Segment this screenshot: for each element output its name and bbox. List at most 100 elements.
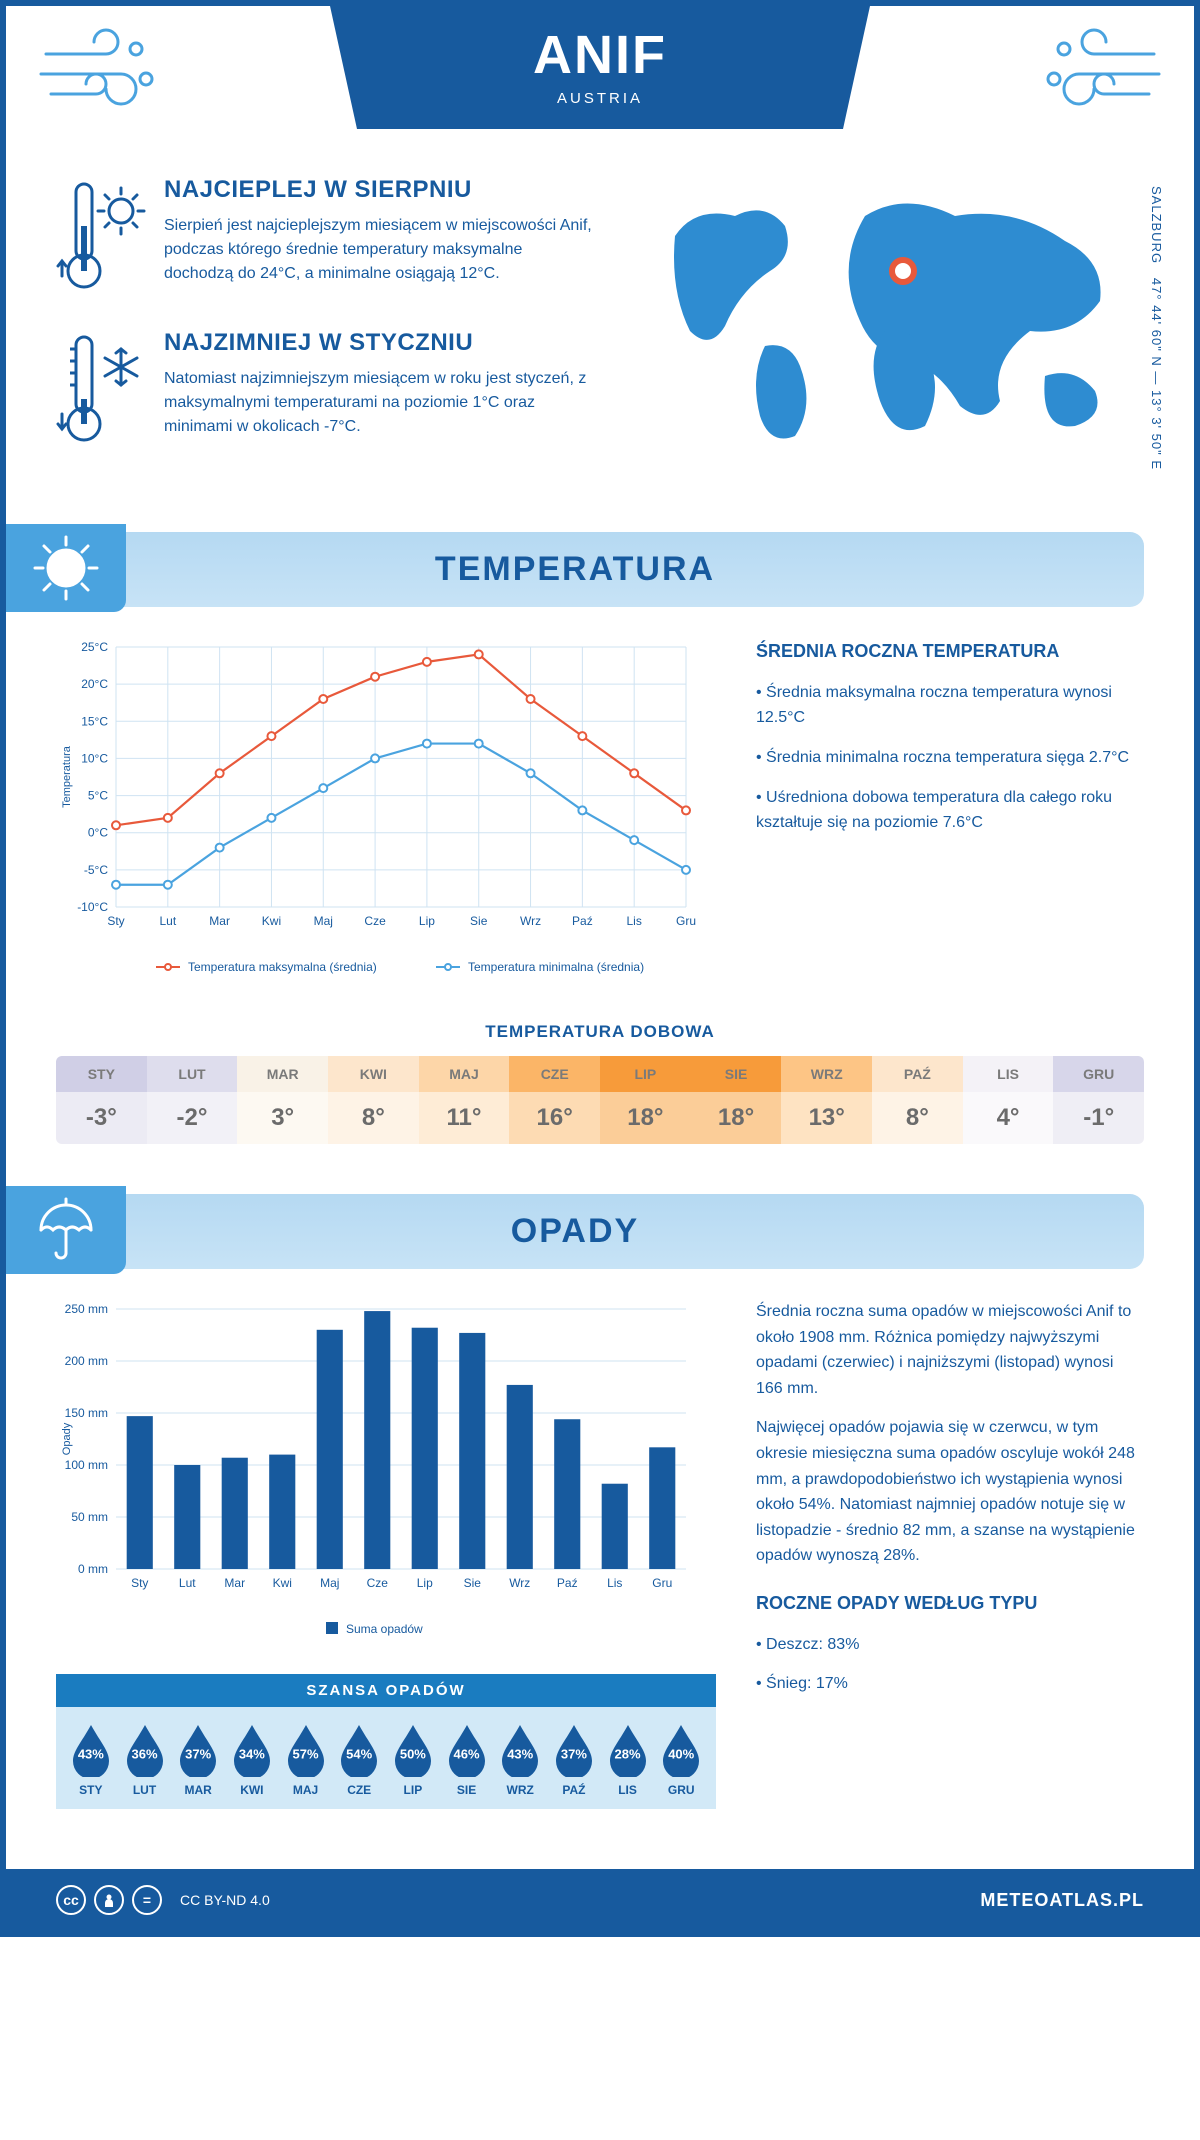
svg-text:Sty: Sty [107,914,124,928]
svg-text:0 mm: 0 mm [78,1562,108,1576]
chance-cell: 43%STY [64,1723,118,1797]
chance-cell: 54%CZE [332,1723,386,1797]
drop-icon: 54% [337,1723,381,1777]
svg-text:Lip: Lip [419,914,435,928]
daily-temp-cell: MAJ11° [419,1056,510,1144]
svg-text:Wrz: Wrz [509,1576,530,1590]
chance-cell: 37%PAŹ [547,1723,601,1797]
svg-text:Gru: Gru [676,914,696,928]
svg-text:Lis: Lis [607,1576,622,1590]
chance-cell: 57%MAJ [279,1723,333,1797]
drop-icon: 43% [498,1723,542,1777]
svg-text:Sie: Sie [464,1576,482,1590]
cc-icon: cc [56,1885,86,1915]
daily-temp-cell: LIP18° [600,1056,691,1144]
temperature-content: -10°C-5°C0°C5°C10°C15°C20°C25°CStyLutMar… [6,637,1194,1022]
svg-text:Cze: Cze [364,914,386,928]
svg-text:Suma opadów: Suma opadów [346,1622,423,1636]
temperature-summary: ŚREDNIA ROCZNA TEMPERATURA • Średnia mak… [756,637,1144,992]
intro: NAJCIEPLEJ W SIERPNIU Sierpień jest najc… [6,156,1194,512]
svg-text:-10°C: -10°C [77,900,108,914]
svg-text:-5°C: -5°C [84,863,108,877]
world-map-icon [626,176,1144,456]
wind-icon-right [1034,24,1164,114]
region-label: SALZBURG [1149,186,1164,264]
chance-cell: 40%GRU [654,1723,708,1797]
coords-label: 47° 44' 60" N — 13° 3' 50" E [1149,278,1164,470]
precipitation-chart-col: 0 mm50 mm100 mm150 mm200 mm250 mmStyLutM… [56,1299,716,1809]
svg-text:5°C: 5°C [88,789,108,803]
license: cc = CC BY-ND 4.0 [56,1885,270,1915]
temp-bullet-1: • Średnia minimalna roczna temperatura s… [756,745,1144,771]
svg-text:Temperatura minimalna (średnia: Temperatura minimalna (średnia) [468,960,644,974]
temp-bullet-0: • Średnia maksymalna roczna temperatura … [756,680,1144,731]
site-name: METEOATLAS.PL [980,1890,1144,1911]
drop-icon: 36% [123,1723,167,1777]
footer: cc = CC BY-ND 4.0 METEOATLAS.PL [6,1869,1194,1931]
svg-text:Temperatura maksymalna (średni: Temperatura maksymalna (średnia) [188,960,377,974]
daily-temp-cell: LIS4° [963,1056,1054,1144]
svg-text:Temperatura: Temperatura [61,745,73,808]
svg-text:Opady: Opady [61,1422,73,1455]
daily-temp-cell: KWI8° [328,1056,419,1144]
wind-icon-left [36,24,166,114]
drop-icon: 46% [445,1723,489,1777]
svg-text:15°C: 15°C [81,714,108,728]
title-banner: ANIF AUSTRIA [330,6,870,129]
fact-warmest: NAJCIEPLEJ W SIERPNIU Sierpień jest najc… [56,176,596,301]
svg-text:Mar: Mar [209,914,230,928]
chance-cell: 37%MAR [171,1723,225,1797]
svg-text:20°C: 20°C [81,677,108,691]
chance-cell: 36%LUT [118,1723,172,1797]
svg-text:Cze: Cze [367,1576,389,1590]
daily-temp-cell: PAŹ8° [872,1056,963,1144]
daily-temp-cell: WRZ13° [781,1056,872,1144]
section-title-temperature: TEMPERATURA [6,550,1144,589]
svg-text:Lis: Lis [627,914,642,928]
precip-type-0: • Deszcz: 83% [756,1632,1144,1658]
svg-text:Sie: Sie [470,914,488,928]
fact-coldest: NAJZIMNIEJ W STYCZNIU Natomiast najzimni… [56,329,596,454]
svg-text:150 mm: 150 mm [65,1406,108,1420]
by-icon [94,1885,124,1915]
chance-cell: 34%KWI [225,1723,279,1797]
drop-icon: 28% [606,1723,650,1777]
section-banner-temperature: TEMPERATURA [6,532,1144,607]
daily-temp-cell: MAR3° [237,1056,328,1144]
chance-cell: 50%LIP [386,1723,440,1797]
svg-text:250 mm: 250 mm [65,1302,108,1316]
svg-text:Lip: Lip [417,1576,433,1590]
svg-text:0°C: 0°C [88,826,108,840]
coordinates: SALZBURG 47° 44' 60" N — 13° 3' 50" E [1149,186,1164,470]
section-title-precipitation: OPADY [6,1212,1144,1251]
precip-types-title: ROCZNE OPADY WEDŁUG TYPU [756,1589,1144,1618]
umbrella-icon [6,1186,126,1274]
chance-title: SZANSA OPADÓW [56,1674,716,1707]
svg-text:Kwi: Kwi [273,1576,292,1590]
svg-text:100 mm: 100 mm [65,1458,108,1472]
daily-temp-cell: CZE16° [509,1056,600,1144]
intro-facts: NAJCIEPLEJ W SIERPNIU Sierpień jest najc… [56,176,596,482]
daily-temp-cell: STY-3° [56,1056,147,1144]
thermometer-hot-icon [56,176,146,301]
license-label: CC BY-ND 4.0 [180,1892,270,1908]
temp-bullet-2: • Uśredniona dobowa temperatura dla całe… [756,785,1144,836]
precip-para-1: Najwięcej opadów pojawia się w czerwcu, … [756,1415,1144,1569]
nd-icon: = [132,1885,162,1915]
svg-text:Maj: Maj [320,1576,339,1590]
fact-coldest-title: NAJZIMNIEJ W STYCZNIU [164,329,594,357]
map-panel: SALZBURG 47° 44' 60" N — 13° 3' 50" E [626,176,1144,482]
drop-icon: 40% [659,1723,703,1777]
svg-text:Mar: Mar [224,1576,245,1590]
fact-coldest-text: Natomiast najzimniejszym miesiącem w rok… [164,367,594,439]
chance-cell: 28%LIS [601,1723,655,1797]
drop-icon: 50% [391,1723,435,1777]
chance-cell: 43%WRZ [493,1723,547,1797]
section-banner-precipitation: OPADY [6,1194,1144,1269]
fact-warmest-text: Sierpień jest najcieplejszym miesiącem w… [164,214,594,286]
daily-temp-title: TEMPERATURA DOBOWA [56,1022,1144,1042]
precip-type-1: • Śnieg: 17% [756,1671,1144,1697]
daily-temperature: TEMPERATURA DOBOWA STY-3°LUT-2°MAR3°KWI8… [6,1022,1194,1174]
line-chart: -10°C-5°C0°C5°C10°C15°C20°C25°CStyLutMar… [56,637,696,987]
temp-summary-title: ŚREDNIA ROCZNA TEMPERATURA [756,637,1144,666]
